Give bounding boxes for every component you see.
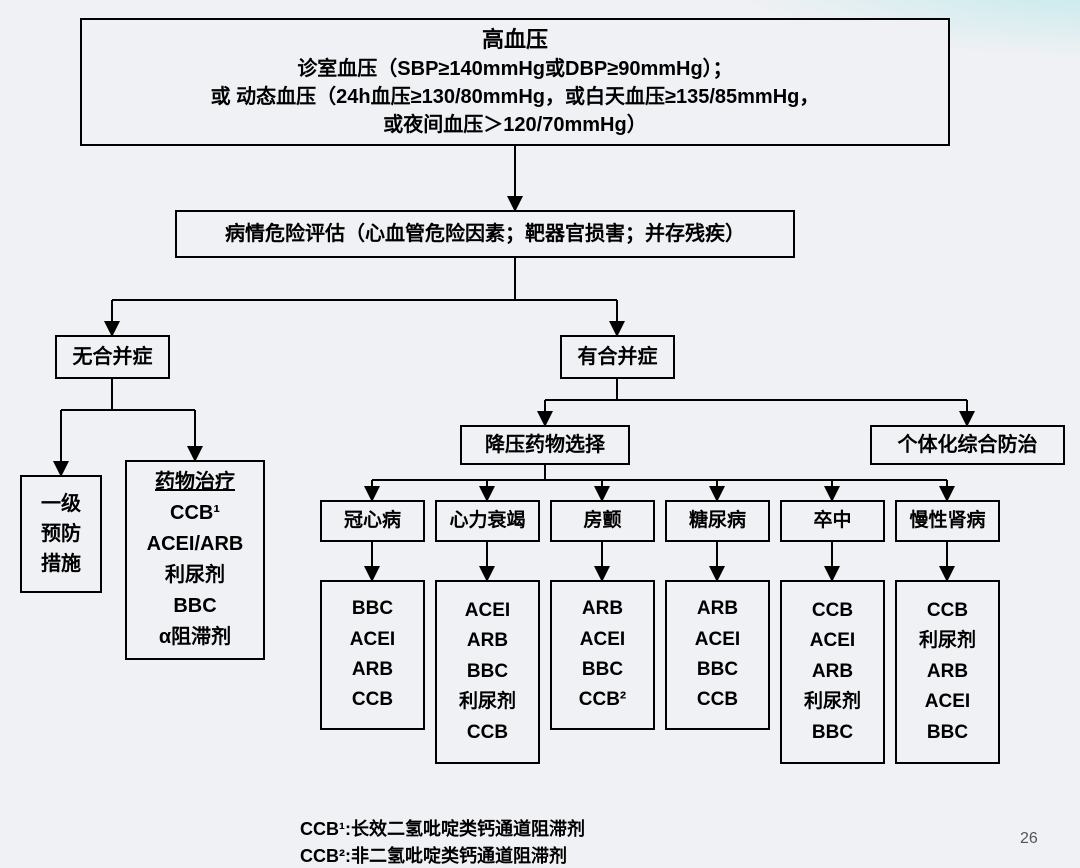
root-line2: 或 动态血压（24h血压≥130/80mmHg，或白天血压≥135/85mmHg… [211, 83, 820, 111]
drug-item: ARB [582, 594, 623, 624]
root-line1: 诊室血压（SBP≥140mmHg或DBP≥90mmHg）； [297, 55, 732, 83]
disease-label-2: 心力衰竭 [435, 500, 540, 542]
has-comorb-label: 有合并症 [578, 343, 658, 371]
disease-label-4: 糖尿病 [665, 500, 770, 542]
drug-item: ACEI [580, 625, 625, 655]
drug-item: ARB [352, 655, 393, 685]
drug-item: 利尿剂 [919, 626, 976, 656]
drug-item: BBC [582, 655, 623, 685]
disease-label-3: 房颤 [550, 500, 655, 542]
node-drug-therapy: 药物治疗 CCB¹ ACEI/ARB 利尿剂 BBC α阻滞剂 [125, 460, 265, 660]
drug-therapy-l0: CCB¹ [170, 498, 220, 529]
primary-prev-l2: 措施 [41, 549, 81, 579]
primary-prev-l1: 预防 [41, 519, 81, 549]
disease-drugs-3: ARBACEIBBCCCB² [550, 580, 655, 730]
drug-item: BBC [697, 655, 738, 685]
drug-item: CCB² [579, 685, 627, 715]
individual-label: 个体化综合防治 [898, 431, 1038, 459]
node-has-comorbidity: 有合并症 [560, 335, 675, 379]
disease-drugs-2: ACEIARBBBC利尿剂CCB [435, 580, 540, 764]
node-hypertension-root: 高血压 诊室血压（SBP≥140mmHg或DBP≥90mmHg）； 或 动态血压… [80, 18, 950, 146]
disease-label-1: 冠心病 [320, 500, 425, 542]
disease-drugs-4: ARBACEIBBCCCB [665, 580, 770, 730]
node-individualized-treatment: 个体化综合防治 [870, 425, 1065, 465]
drug-item: BBC [812, 718, 853, 748]
primary-prev-l0: 一级 [41, 489, 81, 519]
disease-drugs-6: CCB利尿剂ARBACEIBBC [895, 580, 1000, 764]
drug-item: ARB [927, 657, 968, 687]
page-number: 26 [1020, 830, 1038, 848]
disease-label-5: 卒中 [780, 500, 885, 542]
drug-item: BBC [352, 594, 393, 624]
node-no-comorbidity: 无合并症 [55, 335, 170, 379]
drug-item: ARB [697, 594, 738, 624]
root-line3: 或夜间血压＞120/70mmHg） [383, 111, 646, 139]
no-comorb-label: 无合并症 [73, 343, 153, 371]
drug-therapy-l1: ACEI/ARB [147, 529, 244, 560]
root-title: 高血压 [482, 25, 548, 56]
drug-item: BBC [467, 657, 508, 687]
drug-item: CCB [812, 596, 853, 626]
drug-item: ARB [467, 626, 508, 656]
assess-text: 病情危险评估（心血管危险因素；靶器官损害；并存残疾） [225, 220, 745, 248]
drug-therapy-l4: α阻滞剂 [159, 622, 231, 653]
disease-drugs-5: CCBACEIARB利尿剂BBC [780, 580, 885, 764]
drug-item: ACEI [695, 625, 740, 655]
footnote-ccb2: CCB²:非二氢吡啶类钙通道阻滞剂 [300, 842, 567, 868]
drug-item: CCB [467, 718, 508, 748]
drug-item: 利尿剂 [804, 687, 861, 717]
disease-drugs-1: BBCACEIARBCCB [320, 580, 425, 730]
drug-item: ACEI [810, 626, 855, 656]
drug-item: ARB [812, 657, 853, 687]
drug-item: BBC [927, 718, 968, 748]
drug-item: CCB [352, 685, 393, 715]
drug-item: ACEI [925, 687, 970, 717]
drug-therapy-l2: 利尿剂 [165, 560, 225, 591]
drug-therapy-title: 药物治疗 [155, 467, 235, 498]
drug-select-label: 降压药物选择 [485, 431, 605, 459]
disease-label-6: 慢性肾病 [895, 500, 1000, 542]
drug-item: CCB [927, 596, 968, 626]
drug-therapy-l3: BBC [173, 591, 216, 622]
drug-item: CCB [697, 685, 738, 715]
node-primary-prevention: 一级 预防 措施 [20, 475, 102, 593]
node-drug-selection: 降压药物选择 [460, 425, 630, 465]
drug-item: ACEI [465, 596, 510, 626]
drug-item: 利尿剂 [459, 687, 516, 717]
node-risk-assessment: 病情危险评估（心血管危险因素；靶器官损害；并存残疾） [175, 210, 795, 258]
footnote-ccb1: CCB¹:长效二氢吡啶类钙通道阻滞剂 [300, 815, 585, 841]
drug-item: ACEI [350, 625, 395, 655]
